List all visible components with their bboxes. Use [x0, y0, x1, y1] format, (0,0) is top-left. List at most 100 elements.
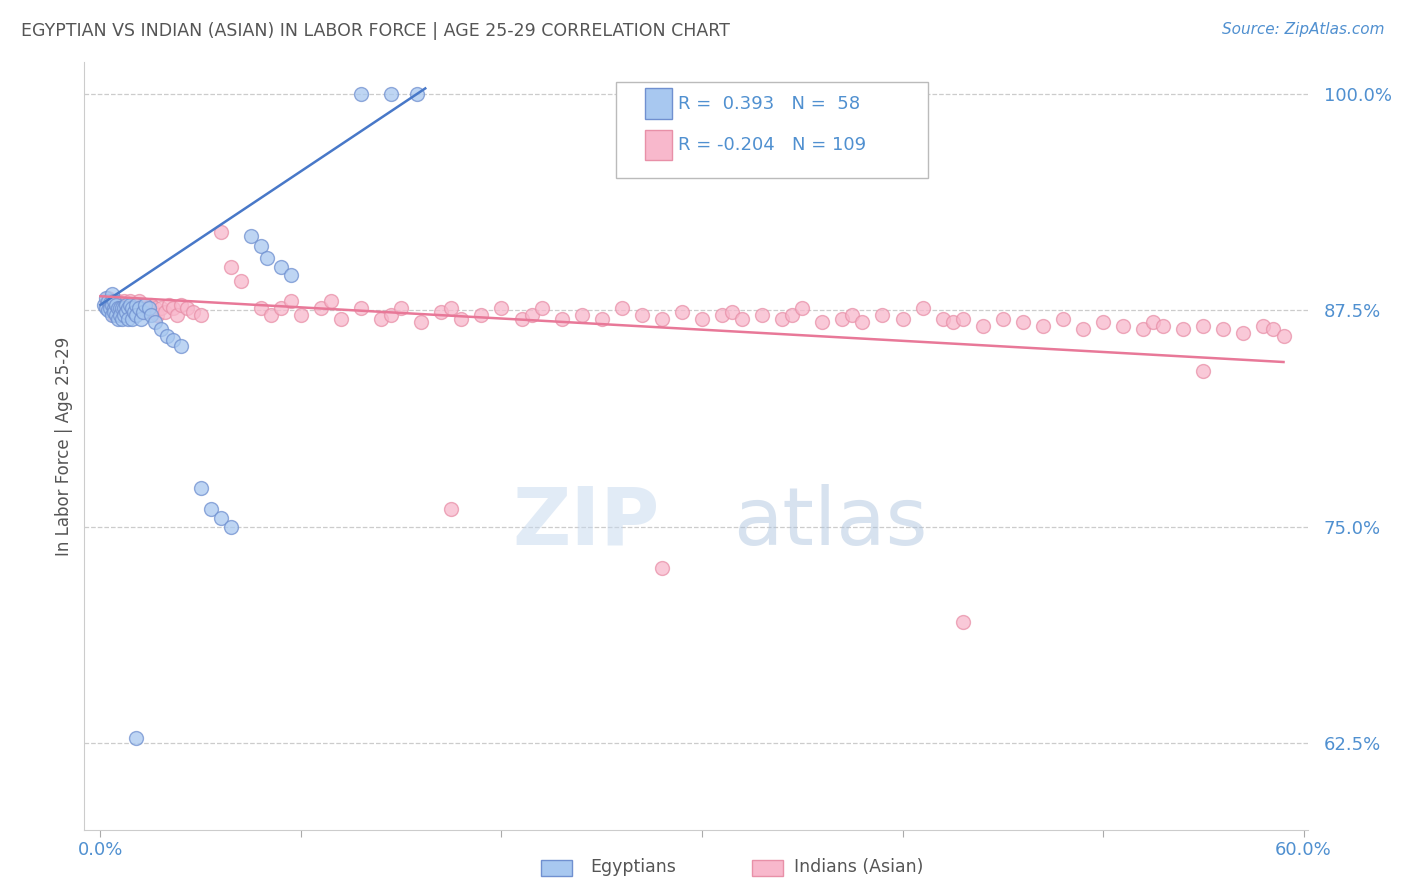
Point	[101, 294, 124, 309]
Point	[510, 311, 533, 326]
Point	[290, 308, 312, 322]
Point	[1253, 318, 1275, 333]
Point	[114, 305, 136, 319]
Point	[911, 301, 934, 316]
Point	[270, 301, 292, 316]
Point	[671, 305, 693, 319]
Point	[117, 301, 139, 316]
Point	[153, 305, 176, 319]
Point	[831, 311, 853, 326]
Y-axis label: In Labor Force | Age 25-29: In Labor Force | Age 25-29	[55, 336, 73, 556]
Point	[751, 308, 773, 322]
Point	[571, 308, 593, 322]
Point	[121, 311, 143, 326]
Point	[470, 308, 492, 322]
Point	[711, 308, 734, 322]
Point	[792, 301, 814, 316]
Point	[124, 305, 146, 319]
Text: ZIP: ZIP	[512, 483, 659, 562]
Point	[350, 301, 373, 316]
Point	[430, 305, 453, 319]
Point	[770, 311, 793, 326]
Point	[256, 251, 278, 265]
Point	[169, 298, 191, 312]
Point	[110, 308, 132, 322]
Point	[155, 329, 177, 343]
Point	[1142, 315, 1164, 329]
Point	[330, 311, 353, 326]
Point	[129, 311, 152, 326]
Point	[114, 308, 136, 322]
Point	[550, 311, 572, 326]
Point	[991, 311, 1014, 326]
Point	[138, 301, 160, 316]
Point	[440, 301, 463, 316]
Point	[440, 502, 463, 516]
Point	[380, 308, 402, 322]
Point	[200, 502, 222, 516]
Point	[690, 311, 713, 326]
Point	[103, 301, 125, 316]
Point	[107, 311, 129, 326]
Point	[96, 301, 118, 316]
Point	[143, 315, 166, 329]
Point	[111, 301, 134, 316]
Point	[250, 301, 273, 316]
Point	[406, 87, 429, 101]
Point	[280, 294, 302, 309]
Point	[931, 311, 953, 326]
Point	[1173, 322, 1195, 336]
Point	[100, 301, 122, 316]
Point	[115, 301, 138, 316]
FancyBboxPatch shape	[616, 81, 928, 178]
Point	[162, 333, 184, 347]
Point	[135, 301, 157, 316]
Point	[100, 296, 122, 310]
Point	[1011, 315, 1033, 329]
Point	[1052, 311, 1074, 326]
Point	[380, 87, 402, 101]
Point	[610, 301, 633, 316]
Point	[411, 315, 433, 329]
Point	[1071, 322, 1094, 336]
Point	[229, 274, 252, 288]
Text: Indians (Asian): Indians (Asian)	[794, 858, 924, 876]
Point	[107, 301, 129, 316]
Point	[128, 301, 150, 316]
Point	[117, 305, 139, 319]
Point	[530, 301, 553, 316]
Point	[260, 308, 283, 322]
Point	[131, 298, 153, 312]
Point	[450, 311, 472, 326]
Point	[129, 301, 152, 316]
Point	[121, 301, 143, 316]
Point	[166, 308, 188, 322]
Point	[97, 303, 120, 318]
Point	[101, 301, 124, 316]
Point	[97, 291, 120, 305]
Point	[139, 298, 162, 312]
Point	[149, 301, 172, 316]
Point	[250, 239, 273, 253]
Text: atlas: atlas	[733, 483, 927, 562]
Text: R = -0.204   N = 109: R = -0.204 N = 109	[678, 136, 866, 154]
Point	[115, 298, 138, 312]
Point	[110, 301, 132, 316]
Point	[1152, 318, 1174, 333]
Point	[103, 305, 125, 319]
Point	[105, 308, 128, 322]
Text: Source: ZipAtlas.com: Source: ZipAtlas.com	[1222, 22, 1385, 37]
Point	[972, 318, 994, 333]
Point	[181, 305, 204, 319]
Point	[101, 308, 124, 322]
Point	[128, 294, 150, 309]
Point	[97, 294, 120, 309]
Point	[105, 301, 128, 316]
Point	[1192, 318, 1215, 333]
Point	[125, 731, 148, 745]
Point	[319, 294, 342, 309]
Point	[942, 315, 965, 329]
Point	[1112, 318, 1135, 333]
Point	[131, 305, 153, 319]
Point	[811, 315, 834, 329]
